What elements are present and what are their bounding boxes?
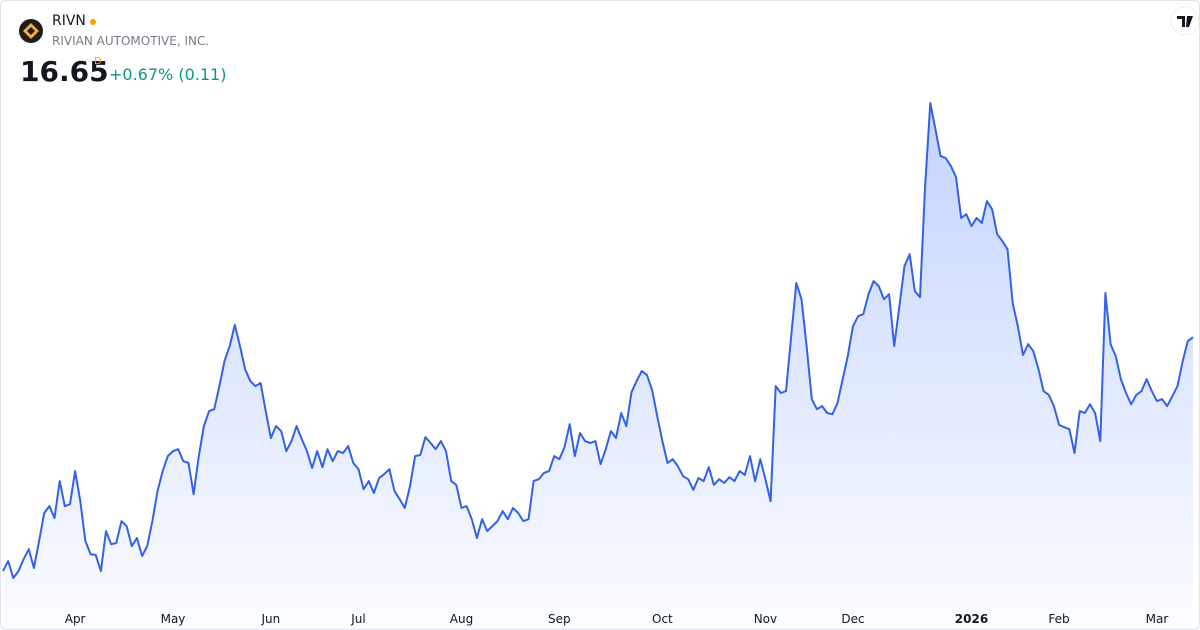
change: +0.67% (0.11): [109, 65, 227, 84]
x-tick-label: Nov: [754, 612, 777, 626]
x-tick-label: Oct: [652, 612, 673, 626]
x-tick-label: Jul: [350, 612, 365, 626]
x-tick-label: 2026: [955, 612, 988, 626]
x-tick-label: Apr: [65, 612, 86, 626]
x-tick-label: Jun: [261, 612, 281, 626]
area-fill: [3, 103, 1193, 629]
x-tick-label: Sep: [548, 612, 571, 626]
company-name: RIVIAN AUTOMOTIVE, INC.: [52, 34, 210, 48]
tradingview-logo[interactable]: [1170, 6, 1199, 36]
status-dot: [90, 19, 96, 25]
x-tick-label: Dec: [841, 612, 864, 626]
x-tick-label: Mar: [1146, 612, 1169, 626]
interval: D: [94, 56, 102, 67]
price-line: [2, 102, 1194, 579]
x-tick-label: Feb: [1048, 612, 1069, 626]
logo: [19, 19, 43, 43]
x-tick-label: May: [161, 612, 186, 626]
price: 16.65: [20, 55, 109, 88]
symbol[interactable]: RIVN: [52, 13, 86, 29]
x-tick-label: Aug: [450, 612, 473, 626]
